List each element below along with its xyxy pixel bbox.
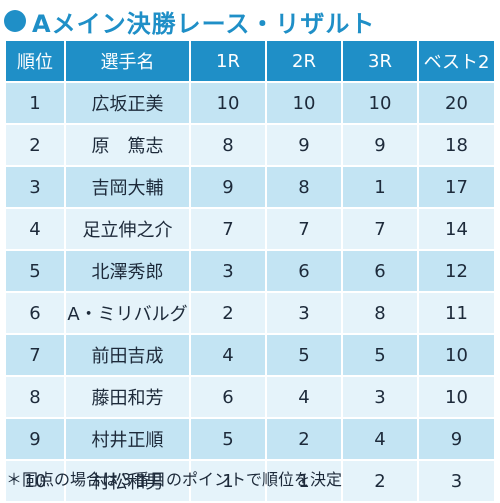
rank-cell: 9 xyxy=(4,417,66,461)
header-round-3: 3R xyxy=(341,39,419,83)
round-2-cell: 5 xyxy=(265,333,343,377)
round-2-cell: 9 xyxy=(265,123,343,167)
best-2-cell: 14 xyxy=(417,207,496,251)
best-2-cell: 3 xyxy=(417,459,496,503)
round-2-cell: 8 xyxy=(265,165,343,209)
table-row: 6 A・ミリバルグ 2 3 8 11 xyxy=(4,291,496,335)
table-row: 9 村井正順 5 2 4 9 xyxy=(4,417,496,461)
round-1-cell: 9 xyxy=(189,165,267,209)
name-cell: 原 篤志 xyxy=(64,123,191,167)
round-1-cell: 6 xyxy=(189,375,267,419)
round-1-cell: 2 xyxy=(189,291,267,335)
name-cell: 前田吉成 xyxy=(64,333,191,377)
round-3-cell: 10 xyxy=(341,81,419,125)
round-2-cell: 3 xyxy=(265,291,343,335)
rank-cell: 1 xyxy=(4,81,66,125)
round-1-cell: 3 xyxy=(189,249,267,293)
page-title: Aメイン決勝レース・リザルト xyxy=(4,4,375,38)
results-table: 順位 選手名 1R 2R 3R ベスト2 1 広坂正美 10 10 10 20 … xyxy=(4,39,496,503)
rank-cell: 3 xyxy=(4,165,66,209)
rank-cell: 6 xyxy=(4,291,66,335)
name-cell: 広坂正美 xyxy=(64,81,191,125)
round-2-cell: 2 xyxy=(265,417,343,461)
table-row: 8 藤田和芳 6 4 3 10 xyxy=(4,375,496,419)
round-2-cell: 6 xyxy=(265,249,343,293)
round-2-cell: 4 xyxy=(265,375,343,419)
header-rank: 順位 xyxy=(4,39,66,83)
table-row: 5 北澤秀郎 3 6 6 12 xyxy=(4,249,496,293)
best-2-cell: 20 xyxy=(417,81,496,125)
title-text: Aメイン決勝レース・リザルト xyxy=(32,9,376,38)
best-2-cell: 10 xyxy=(417,333,496,377)
round-1-cell: 5 xyxy=(189,417,267,461)
round-1-cell: 8 xyxy=(189,123,267,167)
table-row: 1 広坂正美 10 10 10 20 xyxy=(4,81,496,125)
name-cell: 足立伸之介 xyxy=(64,207,191,251)
round-3-cell: 4 xyxy=(341,417,419,461)
round-1-cell: 4 xyxy=(189,333,267,377)
table-row: 7 前田吉成 4 5 5 10 xyxy=(4,333,496,377)
rank-cell: 7 xyxy=(4,333,66,377)
best-2-cell: 10 xyxy=(417,375,496,419)
rank-cell: 10 xyxy=(4,459,66,503)
round-2-cell: 10 xyxy=(265,81,343,125)
rank-cell: 2 xyxy=(4,123,66,167)
header-round-1: 1R xyxy=(189,39,267,83)
round-3-cell: 6 xyxy=(341,249,419,293)
name-cell: 藤田和芳 xyxy=(64,375,191,419)
header-round-2: 2R xyxy=(265,39,343,83)
rank-cell: 5 xyxy=(4,249,66,293)
round-3-cell: 8 xyxy=(341,291,419,335)
name-cell: 村井正順 xyxy=(64,417,191,461)
round-3-cell: 7 xyxy=(341,207,419,251)
round-3-cell: 3 xyxy=(341,375,419,419)
round-3-cell: 9 xyxy=(341,123,419,167)
table-row: 10 村松和男 1 1 2 3 xyxy=(4,459,496,503)
round-1-cell: 10 xyxy=(189,81,267,125)
round-3-cell: 2 xyxy=(341,459,419,503)
name-cell: A・ミリバルグ xyxy=(64,291,191,335)
header-name: 選手名 xyxy=(64,39,191,83)
round-2-cell: 7 xyxy=(265,207,343,251)
header-best-2: ベスト2 xyxy=(417,39,496,83)
footnote: ＊同点の場合は３番目のポイントで順位を決定 xyxy=(6,470,343,489)
round-2-cell: 1 xyxy=(265,459,343,503)
table-row: 3 吉岡大輔 9 8 1 17 xyxy=(4,165,496,209)
round-3-cell: 5 xyxy=(341,333,419,377)
best-2-cell: 18 xyxy=(417,123,496,167)
rank-cell: 8 xyxy=(4,375,66,419)
best-2-cell: 11 xyxy=(417,291,496,335)
round-1-cell: 7 xyxy=(189,207,267,251)
table-row: 4 足立伸之介 7 7 7 14 xyxy=(4,207,496,251)
best-2-cell: 17 xyxy=(417,165,496,209)
table-row: 2 原 篤志 8 9 9 18 xyxy=(4,123,496,167)
best-2-cell: 12 xyxy=(417,249,496,293)
round-3-cell: 1 xyxy=(341,165,419,209)
header-row: 順位 選手名 1R 2R 3R ベスト2 xyxy=(4,39,496,83)
name-cell: 北澤秀郎 xyxy=(64,249,191,293)
bullet-icon xyxy=(4,10,26,32)
rank-cell: 4 xyxy=(4,207,66,251)
name-cell: 吉岡大輔 xyxy=(64,165,191,209)
best-2-cell: 9 xyxy=(417,417,496,461)
